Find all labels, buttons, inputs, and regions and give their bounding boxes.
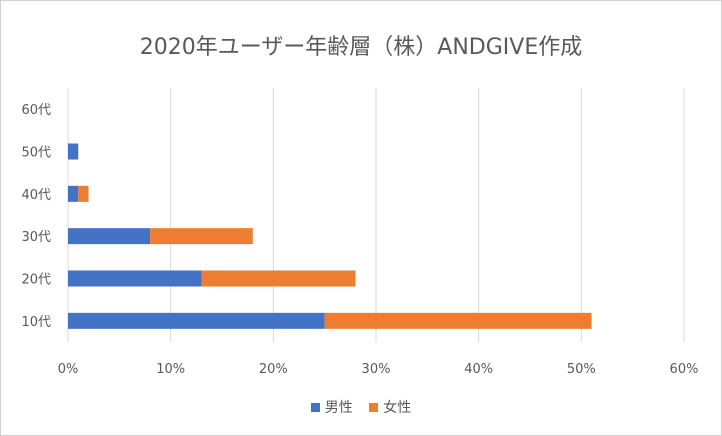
x-tick-label: 10% <box>156 362 185 377</box>
y-tick-label: 50代 <box>21 146 51 161</box>
bar-male <box>68 185 79 202</box>
legend-item-male: 男性 <box>310 397 353 417</box>
legend-item-female: 女性 <box>369 397 411 417</box>
legend-swatch-female <box>369 402 379 412</box>
bar-male <box>68 270 202 287</box>
y-tick-label: 40代 <box>21 188 51 203</box>
bar-female <box>201 270 356 287</box>
y-tick-label: 10代 <box>21 315 51 330</box>
legend: 男性 女性 <box>1 397 721 417</box>
bar-female <box>324 312 592 329</box>
y-tick-label: 30代 <box>21 230 51 245</box>
bar-male <box>68 143 79 160</box>
bar-male <box>68 312 325 329</box>
x-tick-label: 40% <box>464 362 493 377</box>
legend-label-female: 女性 <box>383 400 412 416</box>
bar-female <box>150 228 253 245</box>
legend-label-male: 男性 <box>324 400 353 416</box>
bar-female <box>78 185 89 202</box>
x-tick-label: 0% <box>58 362 79 377</box>
chart-title: 2020年ユーザー年齢層（株）ANDGIVE作成 <box>139 35 583 60</box>
y-tick-label: 20代 <box>21 273 51 288</box>
bar-male <box>68 228 151 245</box>
legend-swatch-male <box>310 402 320 412</box>
x-tick-label: 50% <box>567 362 596 377</box>
x-tick-label: 60% <box>670 362 699 377</box>
x-tick-label: 30% <box>362 362 391 377</box>
y-tick-label: 60代 <box>21 103 51 118</box>
x-tick-label: 20% <box>259 362 288 377</box>
